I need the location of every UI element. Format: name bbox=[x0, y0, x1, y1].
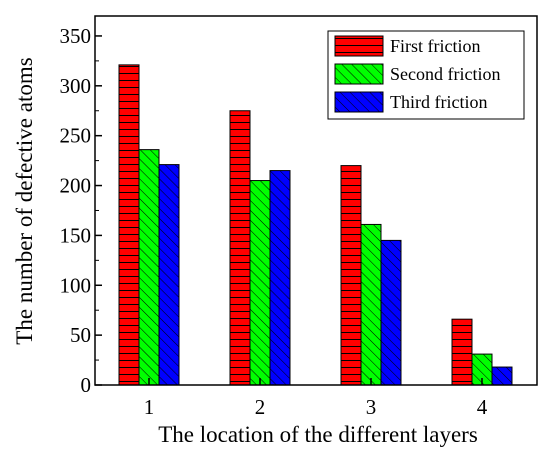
y-tick-label: 100 bbox=[60, 273, 92, 297]
x-tick-label: 1 bbox=[144, 395, 155, 419]
y-tick-label: 350 bbox=[60, 24, 92, 48]
y-tick-label: 300 bbox=[60, 74, 92, 98]
bar-2-series-1 bbox=[229, 110, 251, 386]
legend-label: Second friction bbox=[390, 64, 500, 84]
bar-4-series-3 bbox=[491, 366, 513, 386]
x-tick-label: 2 bbox=[255, 395, 266, 419]
bar-1-series-1 bbox=[118, 64, 140, 386]
y-tick-label: 200 bbox=[60, 174, 92, 198]
y-tick-label: 150 bbox=[60, 223, 92, 247]
legend-item-2: Second friction bbox=[334, 63, 500, 85]
bars-group bbox=[118, 64, 513, 386]
bar-1-series-2 bbox=[138, 149, 160, 386]
x-tick-label: 4 bbox=[477, 395, 488, 419]
y-tick-label: 250 bbox=[60, 124, 92, 148]
legend-label: Third friction bbox=[390, 92, 487, 112]
bar-2-series-3 bbox=[269, 170, 291, 386]
x-axis: 1 2 3 4 bbox=[144, 378, 488, 419]
y-tick-label: 50 bbox=[70, 323, 91, 347]
legend-item-1: First friction bbox=[334, 35, 481, 57]
plot-frame bbox=[94, 15, 538, 386]
y-axis-title: The number of defective atoms bbox=[12, 57, 37, 344]
bar-3-series-1 bbox=[340, 165, 362, 386]
bar-3-series-3 bbox=[380, 239, 402, 386]
x-tick-label: 3 bbox=[366, 395, 377, 419]
legend-item-3: Third friction bbox=[334, 91, 487, 113]
legend: First friction Second friction Third frict… bbox=[327, 30, 525, 120]
bar-4-series-1 bbox=[451, 318, 473, 386]
bar-2-series-2 bbox=[249, 180, 271, 386]
bar-1-series-3 bbox=[158, 164, 180, 386]
bar-3-series-2 bbox=[360, 223, 382, 386]
y-tick-label: 0 bbox=[81, 373, 92, 397]
y-axis: 0 50 100 150 200 250 300 350 bbox=[60, 24, 102, 397]
x-axis-title: The location of the different layers bbox=[158, 422, 478, 447]
legend-label: First friction bbox=[390, 36, 481, 56]
